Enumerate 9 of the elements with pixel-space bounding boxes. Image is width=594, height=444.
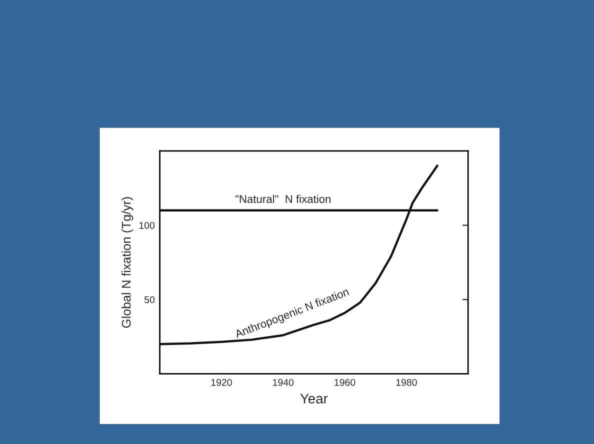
- x-tick-label: 1940: [273, 378, 294, 386]
- y-axis-title: Global N fixation (Tg/yr): [122, 197, 134, 328]
- y-tick-label: 100: [139, 222, 155, 229]
- x-axis-title: Year: [300, 394, 328, 404]
- x-tick-label: 1920: [211, 378, 232, 386]
- x-tick-label: 1980: [396, 378, 417, 386]
- x-tick-label: 1960: [334, 378, 356, 386]
- annotation: "Natural" N fixation: [235, 194, 330, 203]
- y-tick-label: 50: [144, 296, 155, 304]
